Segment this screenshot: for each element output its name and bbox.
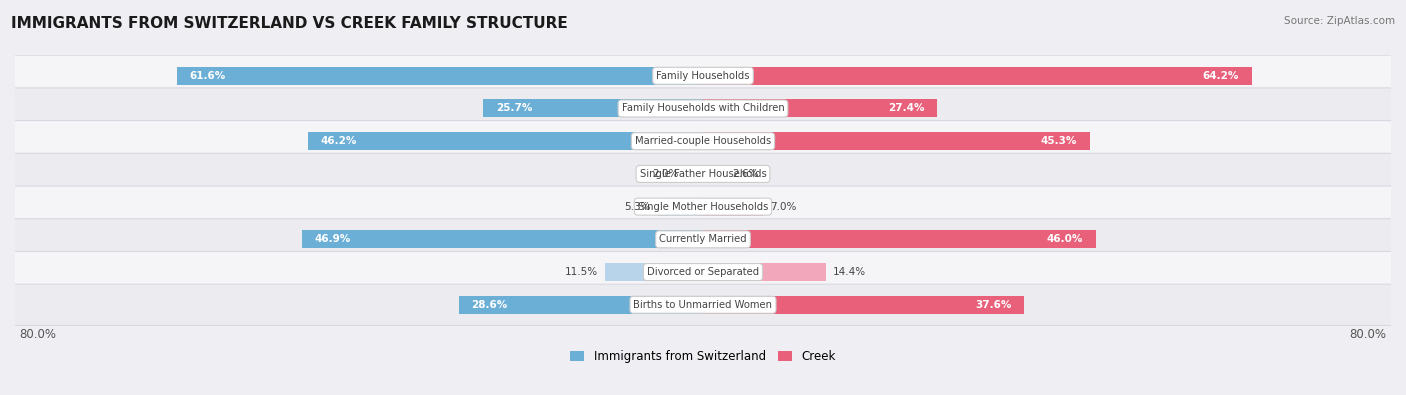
Text: 61.6%: 61.6% <box>190 71 225 81</box>
Text: 37.6%: 37.6% <box>976 300 1011 310</box>
Text: 2.6%: 2.6% <box>733 169 759 179</box>
FancyBboxPatch shape <box>10 153 1396 194</box>
Bar <box>703 296 1025 314</box>
Text: Married-couple Households: Married-couple Households <box>636 136 770 146</box>
Text: IMMIGRANTS FROM SWITZERLAND VS CREEK FAMILY STRUCTURE: IMMIGRANTS FROM SWITZERLAND VS CREEK FAM… <box>11 16 568 31</box>
Text: 14.4%: 14.4% <box>832 267 866 277</box>
Bar <box>458 296 703 314</box>
Bar <box>484 100 703 117</box>
Text: Family Households: Family Households <box>657 71 749 81</box>
Bar <box>703 100 938 117</box>
Bar <box>177 67 703 85</box>
Text: 46.9%: 46.9% <box>315 234 352 245</box>
Text: Source: ZipAtlas.com: Source: ZipAtlas.com <box>1284 16 1395 26</box>
Bar <box>703 132 1090 150</box>
FancyBboxPatch shape <box>10 55 1396 96</box>
Legend: Immigrants from Switzerland, Creek: Immigrants from Switzerland, Creek <box>565 345 841 367</box>
FancyBboxPatch shape <box>10 219 1396 260</box>
Text: Divorced or Separated: Divorced or Separated <box>647 267 759 277</box>
Text: Family Households with Children: Family Households with Children <box>621 103 785 113</box>
Text: 80.0%: 80.0% <box>1350 328 1386 341</box>
Bar <box>703 198 763 216</box>
Text: 11.5%: 11.5% <box>565 267 598 277</box>
FancyBboxPatch shape <box>10 120 1396 162</box>
Bar <box>703 165 725 183</box>
Text: 7.0%: 7.0% <box>769 201 796 212</box>
Text: Births to Unmarried Women: Births to Unmarried Women <box>634 300 772 310</box>
FancyBboxPatch shape <box>10 88 1396 129</box>
Bar <box>658 198 703 216</box>
Text: Single Mother Households: Single Mother Households <box>638 201 768 212</box>
Text: 27.4%: 27.4% <box>887 103 924 113</box>
Bar <box>308 132 703 150</box>
Bar <box>703 230 1097 248</box>
Text: 2.0%: 2.0% <box>652 169 679 179</box>
Text: 46.0%: 46.0% <box>1047 234 1083 245</box>
Text: 25.7%: 25.7% <box>496 103 533 113</box>
Bar <box>703 263 827 281</box>
Text: 80.0%: 80.0% <box>20 328 56 341</box>
FancyBboxPatch shape <box>10 284 1396 325</box>
Bar <box>686 165 703 183</box>
Text: Single Father Households: Single Father Households <box>640 169 766 179</box>
Text: 45.3%: 45.3% <box>1040 136 1077 146</box>
Text: 5.3%: 5.3% <box>624 201 651 212</box>
FancyBboxPatch shape <box>10 186 1396 227</box>
Text: 46.2%: 46.2% <box>321 136 357 146</box>
Bar <box>605 263 703 281</box>
Bar <box>703 67 1251 85</box>
Text: Currently Married: Currently Married <box>659 234 747 245</box>
FancyBboxPatch shape <box>10 252 1396 293</box>
Text: 28.6%: 28.6% <box>471 300 508 310</box>
Bar <box>302 230 703 248</box>
Text: 64.2%: 64.2% <box>1202 71 1239 81</box>
